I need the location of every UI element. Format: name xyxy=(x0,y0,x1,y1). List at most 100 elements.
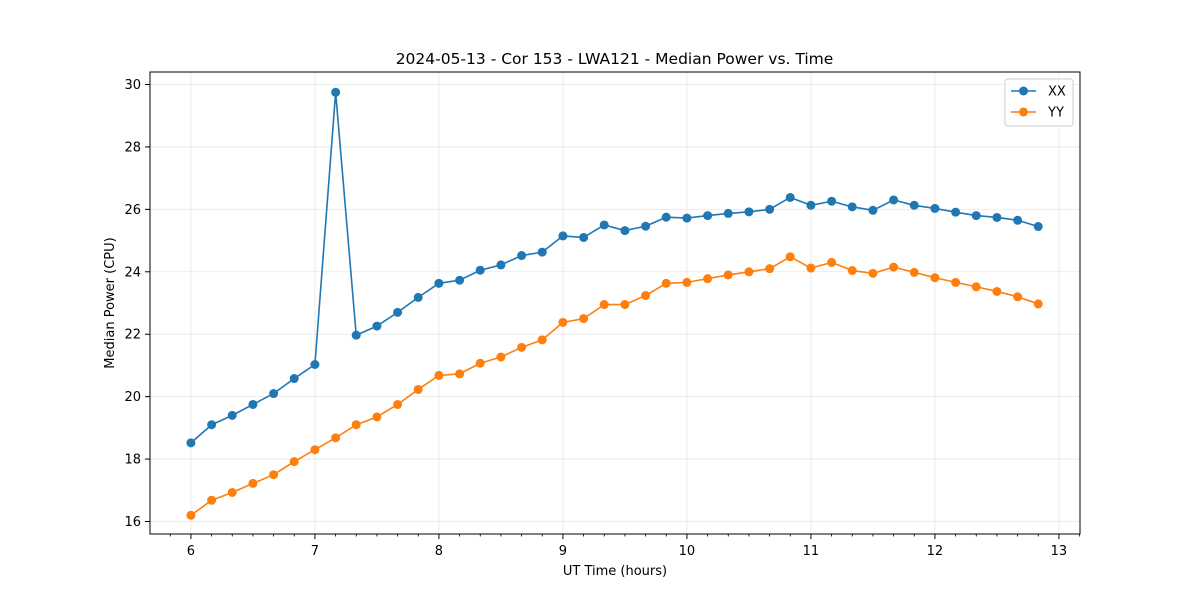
x-axis-label: UT Time (hours) xyxy=(563,564,667,579)
data-point-xx xyxy=(827,197,836,206)
legend-marker-xx xyxy=(1019,87,1028,96)
y-tick-label: 24 xyxy=(124,265,141,280)
data-point-xx xyxy=(558,231,567,240)
data-point-xx xyxy=(972,211,981,220)
x-tick-label: 12 xyxy=(927,544,944,559)
data-point-yy xyxy=(724,270,733,279)
x-tick-label: 13 xyxy=(1051,544,1068,559)
data-point-yy xyxy=(868,269,877,278)
data-point-xx xyxy=(269,389,278,398)
x-tick-label: 11 xyxy=(803,544,820,559)
data-point-yy xyxy=(517,343,526,352)
data-point-xx xyxy=(538,248,547,257)
data-point-xx xyxy=(992,213,1001,222)
data-point-xx xyxy=(455,276,464,285)
data-point-xx xyxy=(662,213,671,222)
data-point-yy xyxy=(1013,292,1022,301)
data-point-xx xyxy=(682,214,691,223)
data-point-xx xyxy=(910,201,919,210)
data-point-yy xyxy=(972,282,981,291)
legend-marker-yy xyxy=(1019,108,1028,117)
data-point-xx xyxy=(517,251,526,260)
y-tick-label: 20 xyxy=(124,390,141,405)
legend-label-yy: YY xyxy=(1047,106,1064,121)
data-point-yy xyxy=(538,335,547,344)
data-point-yy xyxy=(269,470,278,479)
legend-label-xx: XX xyxy=(1048,85,1066,100)
data-point-xx xyxy=(310,360,319,369)
data-point-xx xyxy=(476,266,485,275)
data-point-yy xyxy=(310,445,319,454)
data-point-yy xyxy=(641,291,650,300)
data-point-xx xyxy=(352,331,361,340)
data-point-yy xyxy=(248,479,257,488)
data-point-yy xyxy=(476,359,485,368)
data-point-yy xyxy=(393,400,402,409)
x-tick-label: 6 xyxy=(187,544,195,559)
data-point-xx xyxy=(434,279,443,288)
data-point-xx xyxy=(868,206,877,215)
legend: XX YY xyxy=(1005,79,1073,126)
y-tick-label: 30 xyxy=(124,78,141,93)
data-point-xx xyxy=(744,207,753,216)
data-point-xx xyxy=(930,204,939,213)
data-point-yy xyxy=(434,371,443,380)
data-point-yy xyxy=(682,278,691,287)
data-point-xx xyxy=(724,209,733,218)
data-point-yy xyxy=(496,353,505,362)
data-point-xx xyxy=(393,308,402,317)
y-tick-label: 26 xyxy=(124,203,141,218)
y-tick-label: 22 xyxy=(124,328,141,343)
data-point-xx xyxy=(600,220,609,229)
data-point-xx xyxy=(186,438,195,447)
data-point-yy xyxy=(228,488,237,497)
data-point-xx xyxy=(703,211,712,220)
data-point-xx xyxy=(496,260,505,269)
data-point-xx xyxy=(1034,222,1043,231)
data-point-yy xyxy=(951,278,960,287)
data-point-xx xyxy=(641,222,650,231)
data-point-yy xyxy=(786,252,795,261)
data-point-xx xyxy=(1013,216,1022,225)
data-point-yy xyxy=(910,268,919,277)
data-point-xx xyxy=(207,420,216,429)
data-point-xx xyxy=(331,88,340,97)
x-tick-label: 7 xyxy=(311,544,319,559)
x-tick-label: 9 xyxy=(559,544,567,559)
y-tick-label: 16 xyxy=(124,515,141,530)
data-point-xx xyxy=(765,205,774,214)
data-point-yy xyxy=(662,279,671,288)
y-tick-label: 28 xyxy=(124,140,141,155)
data-point-xx xyxy=(889,195,898,204)
chart-title: 2024-05-13 - Cor 153 - LWA121 - Median P… xyxy=(396,50,834,68)
median-power-chart: 2024-05-13 - Cor 153 - LWA121 - Median P… xyxy=(0,0,1200,600)
data-point-xx xyxy=(806,201,815,210)
data-point-yy xyxy=(290,457,299,466)
data-point-yy xyxy=(992,287,1001,296)
data-point-yy xyxy=(620,300,629,309)
data-point-yy xyxy=(827,258,836,267)
data-point-xx xyxy=(372,322,381,331)
data-point-yy xyxy=(703,274,712,283)
x-tick-label: 10 xyxy=(679,544,696,559)
data-point-xx xyxy=(579,233,588,242)
data-point-yy xyxy=(331,433,340,442)
data-point-xx xyxy=(228,411,237,420)
data-point-xx xyxy=(620,226,629,235)
data-point-yy xyxy=(806,264,815,273)
data-point-xx xyxy=(290,374,299,383)
data-point-yy xyxy=(579,314,588,323)
data-point-yy xyxy=(455,369,464,378)
data-point-yy xyxy=(889,263,898,272)
data-point-xx xyxy=(951,208,960,217)
data-point-xx xyxy=(786,193,795,202)
data-point-yy xyxy=(352,420,361,429)
data-point-yy xyxy=(1034,299,1043,308)
data-point-yy xyxy=(930,273,939,282)
data-point-xx xyxy=(848,202,857,211)
data-point-yy xyxy=(744,267,753,276)
data-point-yy xyxy=(848,266,857,275)
data-point-xx xyxy=(414,293,423,302)
data-point-yy xyxy=(600,300,609,309)
data-point-yy xyxy=(558,318,567,327)
